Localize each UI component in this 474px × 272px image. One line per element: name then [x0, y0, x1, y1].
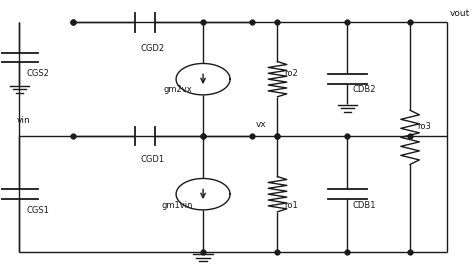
Text: ro3: ro3 [417, 122, 431, 131]
Text: CGD1: CGD1 [140, 155, 164, 164]
Text: vx: vx [255, 120, 266, 129]
Text: ro1: ro1 [284, 200, 298, 209]
Text: gm2vx: gm2vx [164, 85, 192, 94]
Text: CGD2: CGD2 [140, 44, 164, 53]
Text: ro2: ro2 [284, 69, 298, 78]
Text: gm1vin: gm1vin [161, 200, 193, 209]
Text: CDB2: CDB2 [353, 85, 376, 94]
Text: CDB1: CDB1 [353, 200, 376, 209]
Text: CGS1: CGS1 [26, 206, 49, 215]
Text: vin: vin [17, 116, 31, 125]
Text: CGS2: CGS2 [26, 69, 49, 78]
Text: vout: vout [450, 9, 470, 18]
